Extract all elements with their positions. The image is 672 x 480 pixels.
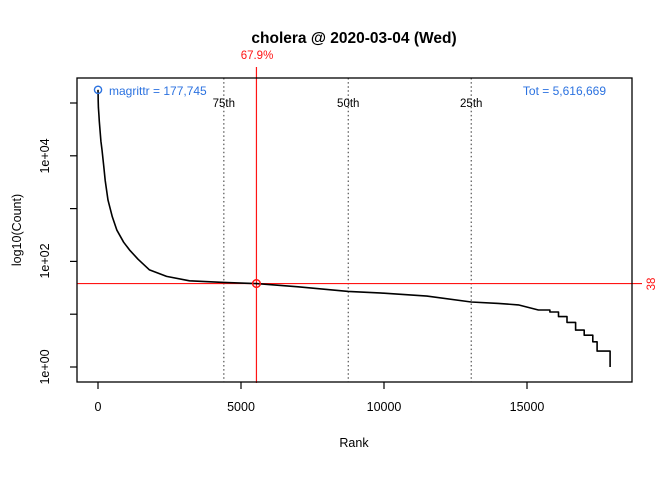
highlight-count-right-label: 38 [646,277,658,291]
x-tick-label: 0 [94,400,102,414]
top-package-marker [93,85,103,95]
x-tick-label: 15000 [509,400,545,414]
y-axis-title: log10(Count) [10,193,24,267]
y-tick-label: 1e+00 [38,349,52,385]
quantile-label-25th: 25th [460,98,483,110]
plot-box [76,77,633,383]
highlight-point-marker [251,279,261,289]
y-tick-label: 1e+02 [38,243,52,279]
x-tick-label: 10000 [366,400,402,414]
percentile-annotation: 67.9% [240,50,274,62]
quantile-label-50th: 50th [337,98,360,110]
top-package-annotation: magrittr = 177,745 [109,84,207,98]
total-downloads-annotation: Tot = 5,616,669 [522,84,606,98]
x-tick-label: 5000 [227,400,255,414]
y-tick-label: 1e+04 [38,138,52,174]
x-axis-title: Rank [339,436,369,450]
plot-title: cholera @ 2020-03-04 (Wed) [251,30,457,47]
download-curve [97,89,611,367]
quantile-label-75th: 75th [212,98,236,110]
